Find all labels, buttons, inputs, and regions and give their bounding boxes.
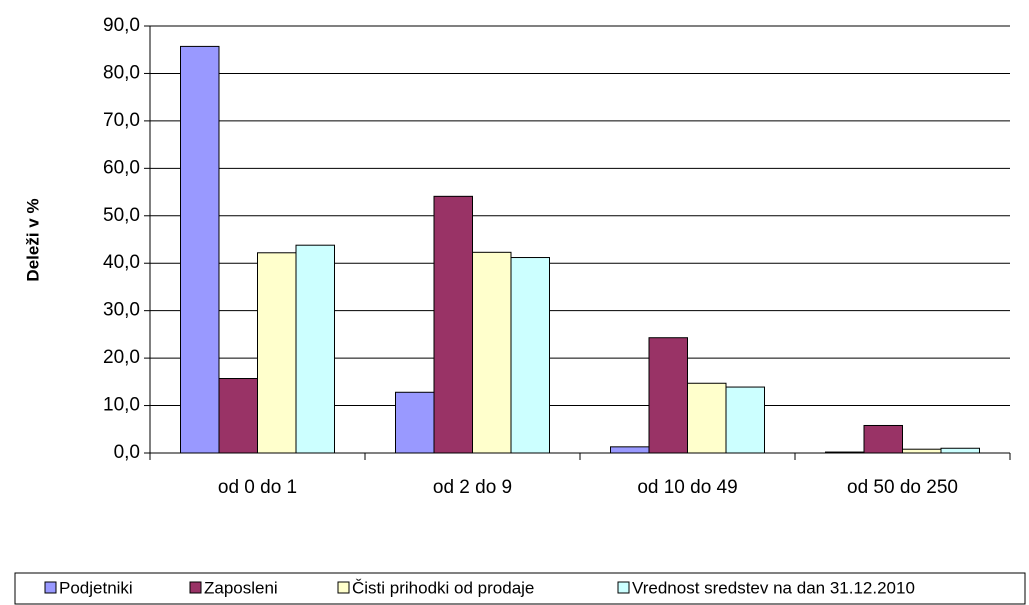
- bar: [610, 446, 650, 454]
- legend-swatch: [337, 581, 350, 594]
- bar: [395, 391, 435, 454]
- x-tick-label: od 10 do 49: [637, 477, 737, 498]
- bar: [472, 251, 512, 454]
- bar: [725, 386, 765, 454]
- legend-swatch: [189, 581, 202, 594]
- legend-box: [14, 572, 1026, 605]
- bar: [902, 448, 942, 454]
- x-tick-label: od 0 do 1: [218, 477, 297, 498]
- bar: [218, 378, 258, 454]
- x-tick-label: od 2 do 9: [433, 477, 512, 498]
- y-tick-label: 20,0: [103, 347, 140, 368]
- bar: [863, 424, 903, 454]
- bar: [648, 337, 688, 454]
- y-tick-label: 80,0: [103, 62, 140, 83]
- y-tick-label: 30,0: [103, 300, 140, 321]
- legend-label: Čisti prihodki od prodaje: [352, 578, 534, 597]
- bar: [510, 257, 550, 454]
- y-axis-label: Deleži v %: [23, 198, 42, 281]
- y-tick-label: 40,0: [103, 252, 140, 273]
- legend-swatch: [617, 581, 630, 594]
- bar: [257, 252, 297, 454]
- bar: [687, 382, 727, 454]
- legend-swatch: [44, 581, 57, 594]
- legend-label: Vrednost sredstev na dan 31.12.2010: [632, 578, 915, 597]
- y-tick-label: 50,0: [103, 205, 140, 226]
- y-tick-label: 70,0: [103, 110, 140, 131]
- x-tick-label: od 50 do 250: [847, 477, 958, 498]
- legend-label: Podjetniki: [59, 578, 133, 597]
- legend-label: Zaposleni: [204, 578, 278, 597]
- bar: [295, 244, 335, 454]
- bar: [433, 195, 473, 454]
- y-tick-label: 10,0: [103, 395, 140, 416]
- y-tick-label: 60,0: [103, 157, 140, 178]
- y-tick-label: 0,0: [114, 442, 140, 463]
- bar: [940, 447, 980, 454]
- bar: [180, 45, 220, 454]
- y-tick-label: 90,0: [103, 15, 140, 36]
